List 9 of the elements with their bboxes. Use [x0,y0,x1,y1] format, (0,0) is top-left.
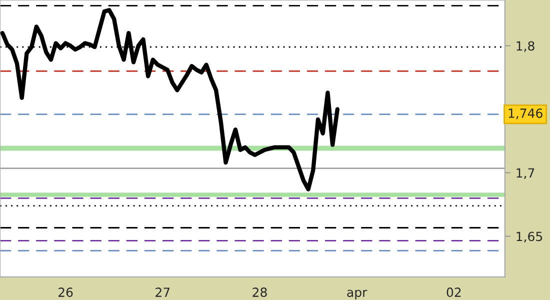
x-tick-label: 27 [156,288,170,297]
x-tick-label: apr [347,290,368,300]
ref-line-label: 1,746 [508,108,542,120]
y-tick-label: 1,8 [516,41,534,52]
y-tick-label: 1,7 [516,168,534,179]
y-tick-label: 1,65 [516,232,542,242]
x-tick-label: 02 [446,288,461,297]
x-tick-label: 28 [252,288,267,297]
x-tick-label: 26 [58,288,73,297]
